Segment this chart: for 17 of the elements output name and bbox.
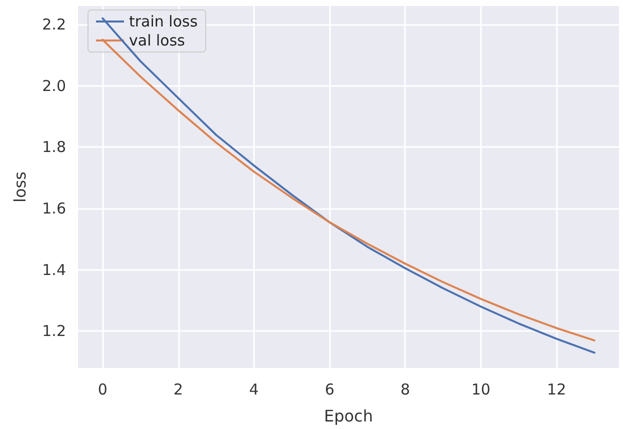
x-axis-title: Epoch	[324, 406, 373, 426]
y-tick-label: 2.0	[42, 76, 66, 95]
x-tick-label: 8	[400, 380, 410, 398]
y-tick-label: 1.8	[42, 138, 66, 156]
y-tick-label: 1.4	[42, 260, 66, 279]
x-tick-label: 4	[249, 380, 259, 398]
y-tick-label: 1.6	[42, 199, 66, 218]
x-tick-label: 12	[547, 380, 566, 398]
x-tick-label: 10	[471, 380, 490, 398]
x-tick-label: 6	[324, 380, 334, 398]
x-tick-label: 2	[173, 380, 184, 398]
x-tick-label: 0	[98, 380, 108, 398]
legend-label: train loss	[129, 12, 198, 30]
y-tick-label: 2.2	[42, 15, 66, 34]
y-tick-label: 1.2	[42, 322, 66, 340]
y-axis-title: loss	[10, 172, 30, 202]
legend-label: val loss	[129, 32, 186, 50]
